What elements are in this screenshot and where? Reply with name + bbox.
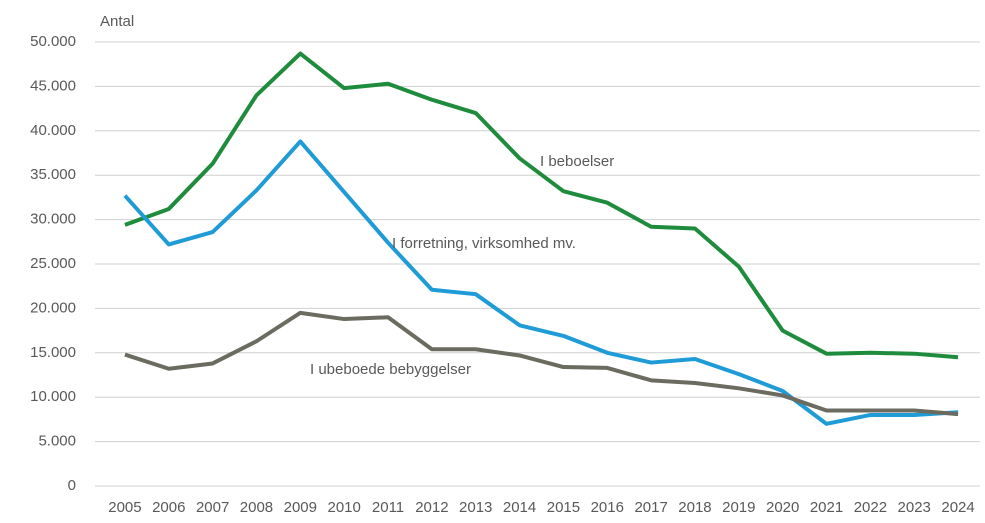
x-tick-label: 2015: [547, 499, 580, 516]
x-tick-label: 2008: [240, 499, 273, 516]
y-tick-label: 45.000: [30, 77, 76, 94]
y-tick-label: 10.000: [30, 388, 76, 405]
x-tick-label: 2016: [591, 499, 624, 516]
x-tick-label: 2007: [196, 499, 229, 516]
series-label: I ubeboede bebyggelser: [310, 361, 471, 378]
x-tick-label: 2013: [459, 499, 492, 516]
y-tick-label: 30.000: [30, 211, 76, 228]
x-tick-label: 2009: [284, 499, 317, 516]
y-axis-label: Antal: [100, 13, 134, 30]
x-tick-label: 2010: [327, 499, 360, 516]
x-tick-label: 2011: [372, 499, 404, 516]
series-line: [124, 51, 959, 360]
y-tick-label: 50.000: [30, 33, 76, 50]
x-tick-label: 2024: [941, 499, 974, 516]
series-label: I forretning, virksomhed mv.: [392, 235, 576, 252]
y-tick-label: 35.000: [30, 166, 76, 183]
x-tick-label: 2018: [678, 499, 711, 516]
series-label: I beboelser: [540, 153, 614, 170]
y-tick-label: 5.000: [38, 433, 76, 450]
y-tick-label: 25.000: [30, 255, 76, 272]
y-tick-label: 40.000: [30, 122, 76, 139]
x-tick-label: 2019: [722, 499, 755, 516]
x-tick-label: 2021: [810, 499, 843, 516]
x-tick-label: 2022: [854, 499, 887, 516]
x-tick-label: 2006: [152, 499, 185, 516]
y-tick-label: 0: [68, 477, 76, 494]
x-tick-label: 2012: [415, 499, 448, 516]
x-tick-label: 2005: [108, 499, 141, 516]
x-tick-label: 2017: [634, 499, 667, 516]
x-tick-label: 2020: [766, 499, 799, 516]
y-tick-label: 15.000: [30, 344, 76, 361]
y-tick-label: 20.000: [30, 299, 76, 316]
series-line: [124, 310, 959, 417]
x-tick-label: 2023: [898, 499, 931, 516]
x-tick-label: 2014: [503, 499, 536, 516]
series-line: [123, 139, 959, 426]
